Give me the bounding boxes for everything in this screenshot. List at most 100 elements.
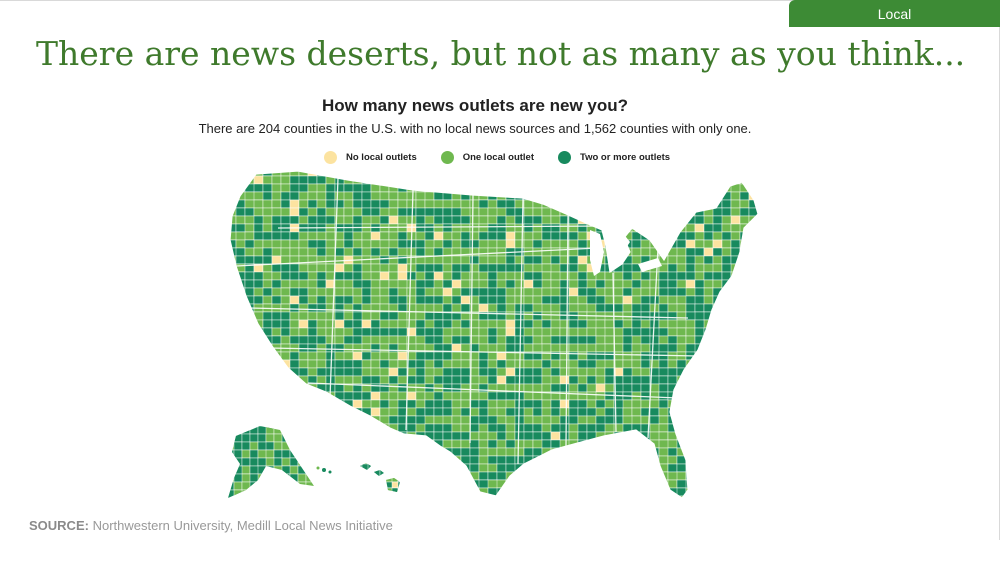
- county-cell: [230, 199, 237, 209]
- county-cell: [325, 231, 336, 241]
- county-cell: [541, 423, 552, 433]
- county-cell: [496, 327, 507, 337]
- county-cell: [271, 335, 282, 345]
- county-cell: [228, 426, 243, 427]
- county-cell: [343, 415, 354, 425]
- county-cell: [496, 407, 507, 417]
- county-cell: [352, 335, 363, 345]
- county-cell: [244, 383, 264, 393]
- county-cell: [604, 255, 615, 265]
- county-cell: [640, 471, 660, 481]
- county-cell: [712, 407, 723, 417]
- county-cell: [667, 287, 678, 297]
- county-cell: [487, 287, 498, 297]
- county-cell: [361, 327, 372, 337]
- county-cell: [334, 479, 345, 489]
- county-cell: [325, 455, 336, 465]
- county-cell: [613, 191, 624, 201]
- county-cell: [712, 383, 732, 393]
- county-cell: [334, 311, 345, 321]
- county-cell: [406, 447, 417, 457]
- county-cell: [388, 171, 408, 177]
- county-cell: [712, 471, 723, 481]
- county-cell: [433, 399, 444, 409]
- county-cell: [397, 463, 400, 465]
- county-cell: [235, 407, 255, 417]
- county-cell: [478, 183, 498, 193]
- county-cell: [640, 351, 651, 361]
- county-cell: [352, 455, 363, 465]
- county-cell: [415, 239, 426, 249]
- county-cell: [244, 351, 255, 361]
- county-cell: [514, 463, 534, 473]
- county-cell: [280, 311, 291, 321]
- county-cell: [265, 473, 275, 483]
- county-cell: [532, 487, 552, 497]
- county-cell: [370, 343, 381, 353]
- county-cell: [433, 255, 444, 265]
- county-cell: [352, 239, 363, 249]
- county-cell: [487, 303, 498, 313]
- county-cell: [281, 497, 291, 498]
- county-cell: [298, 506, 306, 508]
- county-cell: [478, 295, 489, 305]
- county-cell: [433, 311, 444, 321]
- legend-label-two-plus: Two or more outlets: [580, 151, 671, 163]
- county-cell: [757, 199, 758, 209]
- county-cell: [739, 295, 758, 305]
- county-cell: [712, 327, 732, 337]
- county-cell: [514, 171, 525, 177]
- county-cell: [685, 223, 696, 233]
- county-cell: [356, 494, 362, 500]
- county-cell: [289, 319, 300, 329]
- county-cell: [631, 279, 642, 289]
- county-cell: [505, 279, 516, 289]
- county-cell: [233, 441, 243, 451]
- county-cell: [613, 175, 633, 185]
- county-cell: [739, 367, 750, 377]
- county-cell: [586, 463, 606, 473]
- county-cell: [676, 247, 687, 257]
- county-cell: [272, 504, 281, 508]
- county-cell: [343, 295, 354, 305]
- county-cell: [667, 455, 678, 465]
- county-cell: [289, 191, 300, 201]
- county-cell: [568, 471, 588, 481]
- county-cell: [748, 223, 758, 233]
- county-cell: [478, 439, 489, 449]
- county-cell: [433, 335, 444, 345]
- county-cell: [316, 399, 336, 409]
- county-cell: [298, 359, 309, 369]
- county-cell: [334, 431, 345, 441]
- county-cell: [325, 431, 345, 441]
- county-cell: [460, 303, 471, 313]
- county-cell: [385, 463, 393, 471]
- county-cell: [451, 183, 462, 193]
- county-cell: [658, 375, 669, 385]
- county-cell: [316, 175, 327, 185]
- county-cell: [424, 311, 435, 321]
- tab-local[interactable]: Local: [789, 0, 1000, 27]
- county-cell: [568, 455, 588, 465]
- county-cell: [316, 487, 336, 497]
- county-cell: [541, 319, 552, 329]
- county-cell: [712, 463, 723, 473]
- county-cell: [703, 279, 714, 289]
- county-cell: [550, 335, 561, 345]
- county-cell: [280, 199, 291, 209]
- county-cell: [235, 327, 246, 337]
- county-cell: [298, 391, 309, 401]
- county-cell: [676, 207, 687, 217]
- county-cell: [406, 279, 417, 289]
- county-cell: [460, 271, 471, 281]
- county-cell: [586, 367, 597, 377]
- county-cell: [487, 247, 498, 257]
- county-cell: [235, 399, 246, 409]
- county-cell: [289, 287, 300, 297]
- county-cell: [730, 319, 741, 329]
- county-cell: [505, 423, 516, 433]
- county-cell: [316, 231, 327, 241]
- county-cell: [532, 223, 543, 233]
- county-cell: [406, 431, 417, 441]
- county-cell: [730, 343, 741, 353]
